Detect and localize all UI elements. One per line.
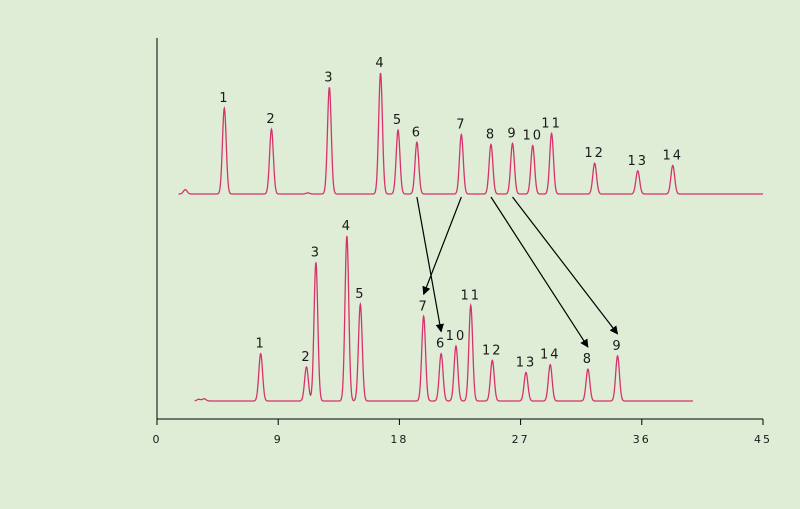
peak-label: 5 [355,287,365,302]
chromatogram-traces [178,72,763,402]
peak-label: 10 [446,329,467,344]
peak-label: 14 [540,348,561,363]
peak-label: 8 [486,128,496,143]
peak-label: 9 [507,126,517,141]
peak-label: 6 [412,125,422,140]
peak-label: 12 [584,146,605,161]
shift-arrows [416,196,619,348]
peak-label: 2 [301,350,311,365]
peak-label: 4 [375,56,385,71]
peak-label: 4 [342,219,352,234]
peak-label: 6 [436,337,446,352]
x-tick-label: 27 [512,433,530,446]
peak-label: 7 [456,118,466,133]
peak-label: 9 [612,339,622,354]
peak-label: 7 [418,299,428,314]
peak-label: 3 [311,245,321,260]
peak-label: 10 [522,129,543,144]
peak-label: 5 [393,113,403,128]
shift-arrow [416,196,444,333]
peak-label: 13 [627,154,648,169]
x-tick-label: 18 [390,433,408,446]
x-tick-label: 36 [633,433,651,446]
x-tick-label: 0 [153,433,162,446]
peak-label: 8 [583,352,593,367]
shift-arrow [512,196,619,335]
peak-label: 1 [219,91,229,106]
axes: 0 9 18 27 36 45 [153,38,772,446]
chromatogram-trace-1 [178,72,763,195]
peak-label: 3 [324,70,334,85]
peak-label: 11 [460,288,481,303]
peak-label: 13 [516,355,537,370]
peak-label: 12 [482,343,503,358]
x-tick-label: 45 [754,433,772,446]
shift-arrow [422,196,462,296]
shift-arrow [490,196,589,348]
peak-label: 11 [541,117,562,132]
peak-label: 1 [256,337,266,352]
peak-label: 2 [266,112,276,127]
x-tick-label: 9 [274,433,283,446]
chromatogram-trace-2 [194,235,693,402]
peak-label: 14 [662,148,683,163]
